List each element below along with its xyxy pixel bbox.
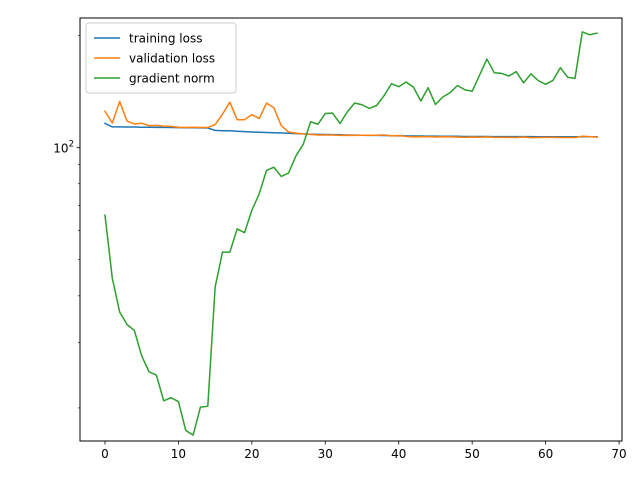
x-tick-label-0: 0 [101,447,109,461]
legend-label-2: gradient norm [129,72,215,86]
x-tick-label-6: 60 [538,447,553,461]
x-tick-label-7: 70 [611,447,626,461]
series-line-1 [103,100,598,139]
x-tick-label-4: 40 [391,447,406,461]
x-axis: 0 10 20 30 40 50 60 70 [101,441,627,461]
x-tick-label-5: 50 [465,447,480,461]
legend: training loss validation loss gradient nor… [85,22,237,94]
x-tick-label-3: 30 [318,447,333,461]
legend-box [85,22,237,94]
series-line-2 [104,31,598,436]
y-tick-label-0: 102 [53,140,74,156]
series-layer [103,31,598,436]
y-axis: 102 [53,35,80,409]
plot-frame [79,17,623,442]
x-tick-label-1: 10 [171,447,186,461]
x-tick-label-2: 20 [244,447,259,461]
legend-label-0: training loss [129,32,202,46]
legend-label-1: validation loss [129,52,215,66]
